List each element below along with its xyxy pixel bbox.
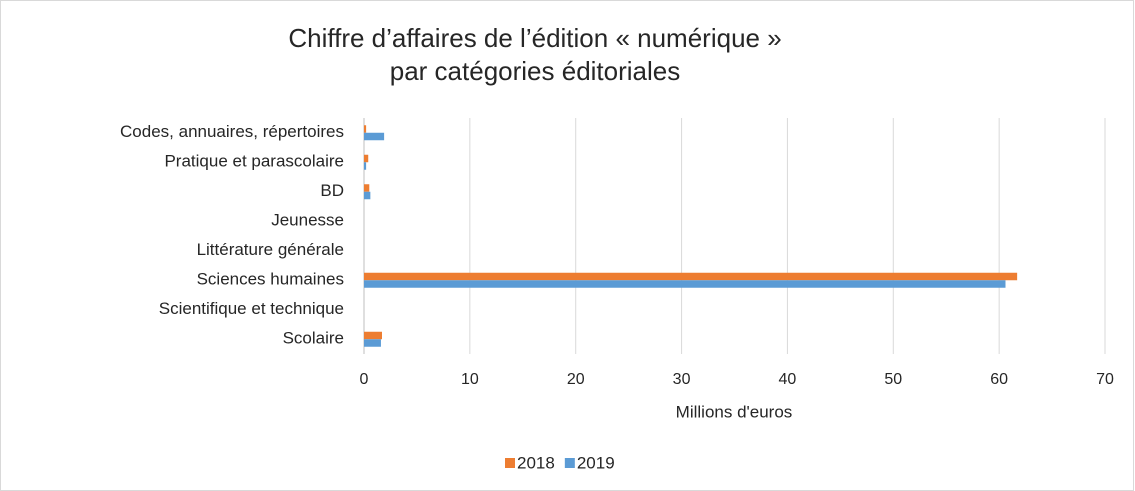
y-tick-label: Scolaire — [283, 329, 344, 348]
legend-label: 2019 — [577, 453, 615, 472]
legend-swatch — [505, 458, 515, 468]
chart-title: Chiffre d’affaires de l’édition « numéri… — [288, 23, 781, 53]
y-tick-label: Codes, annuaires, répertoires — [120, 122, 344, 141]
y-tick-label: Sciences humaines — [197, 270, 344, 289]
x-tick-label: 70 — [1096, 371, 1114, 388]
x-tick-label: 0 — [360, 371, 369, 388]
bar — [364, 184, 370, 192]
bar — [364, 272, 1018, 281]
x-tick-label: 10 — [461, 371, 479, 388]
y-tick-label: BD — [320, 181, 344, 200]
bar — [364, 331, 382, 340]
bar — [364, 125, 367, 133]
bar — [364, 162, 367, 170]
bar — [364, 191, 371, 200]
legend-swatch — [564, 458, 575, 468]
bar — [364, 339, 381, 347]
x-tick-label: 20 — [567, 371, 585, 388]
x-axis-label: Millions d'euros — [676, 402, 793, 421]
bar — [364, 132, 385, 141]
legend-label: 2018 — [517, 453, 555, 472]
x-tick-label: 40 — [779, 371, 797, 388]
x-tick-label: 60 — [990, 371, 1008, 388]
chart-title: par catégories éditoriales — [390, 56, 681, 86]
x-tick-label: 50 — [884, 371, 902, 388]
y-tick-label: Jeunesse — [271, 211, 344, 230]
y-tick-label: Littérature générale — [197, 240, 344, 259]
bar — [364, 280, 1006, 288]
y-tick-label: Scientifique et technique — [159, 299, 344, 318]
x-tick-label: 30 — [673, 371, 691, 388]
bar — [364, 154, 369, 163]
y-tick-label: Pratique et parascolaire — [164, 152, 344, 171]
